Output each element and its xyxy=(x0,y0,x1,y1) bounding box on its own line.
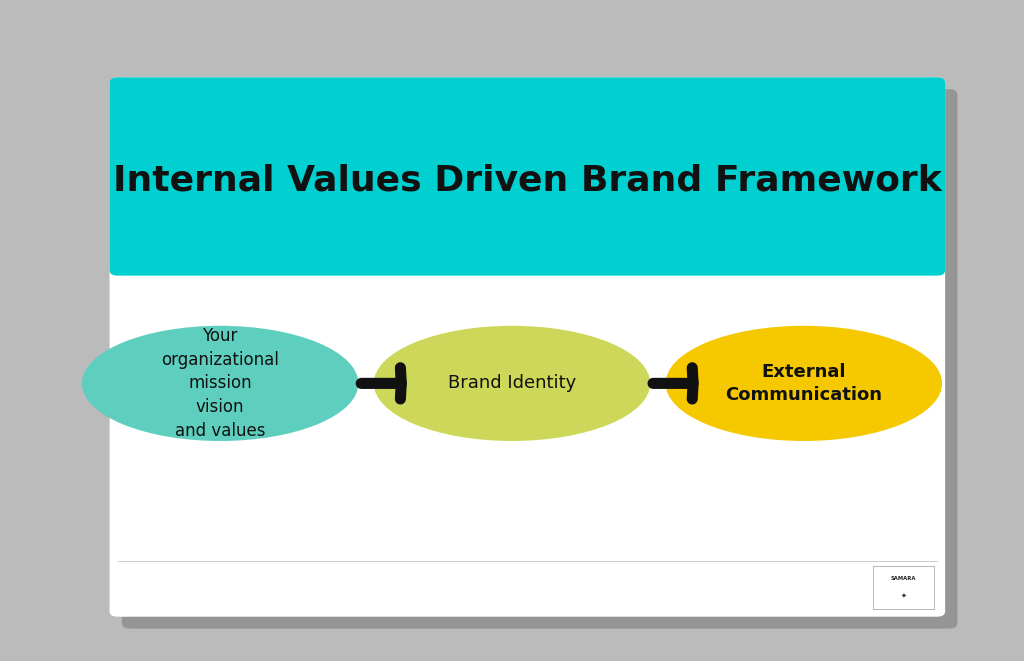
Text: External
Communication: External Communication xyxy=(725,363,883,404)
FancyBboxPatch shape xyxy=(122,89,957,629)
Bar xyxy=(118,223,937,270)
Ellipse shape xyxy=(666,326,942,441)
Text: Internal Values Driven Brand Framework: Internal Values Driven Brand Framework xyxy=(113,163,942,197)
Text: Brand Identity: Brand Identity xyxy=(447,374,577,393)
Text: Your
organizational
mission
vision
and values: Your organizational mission vision and v… xyxy=(161,327,280,440)
Ellipse shape xyxy=(82,326,358,441)
FancyBboxPatch shape xyxy=(110,77,945,617)
FancyBboxPatch shape xyxy=(873,566,934,609)
Text: SAMARA: SAMARA xyxy=(891,576,916,581)
FancyBboxPatch shape xyxy=(110,77,945,276)
Ellipse shape xyxy=(374,326,650,441)
Text: ✦: ✦ xyxy=(901,593,906,599)
